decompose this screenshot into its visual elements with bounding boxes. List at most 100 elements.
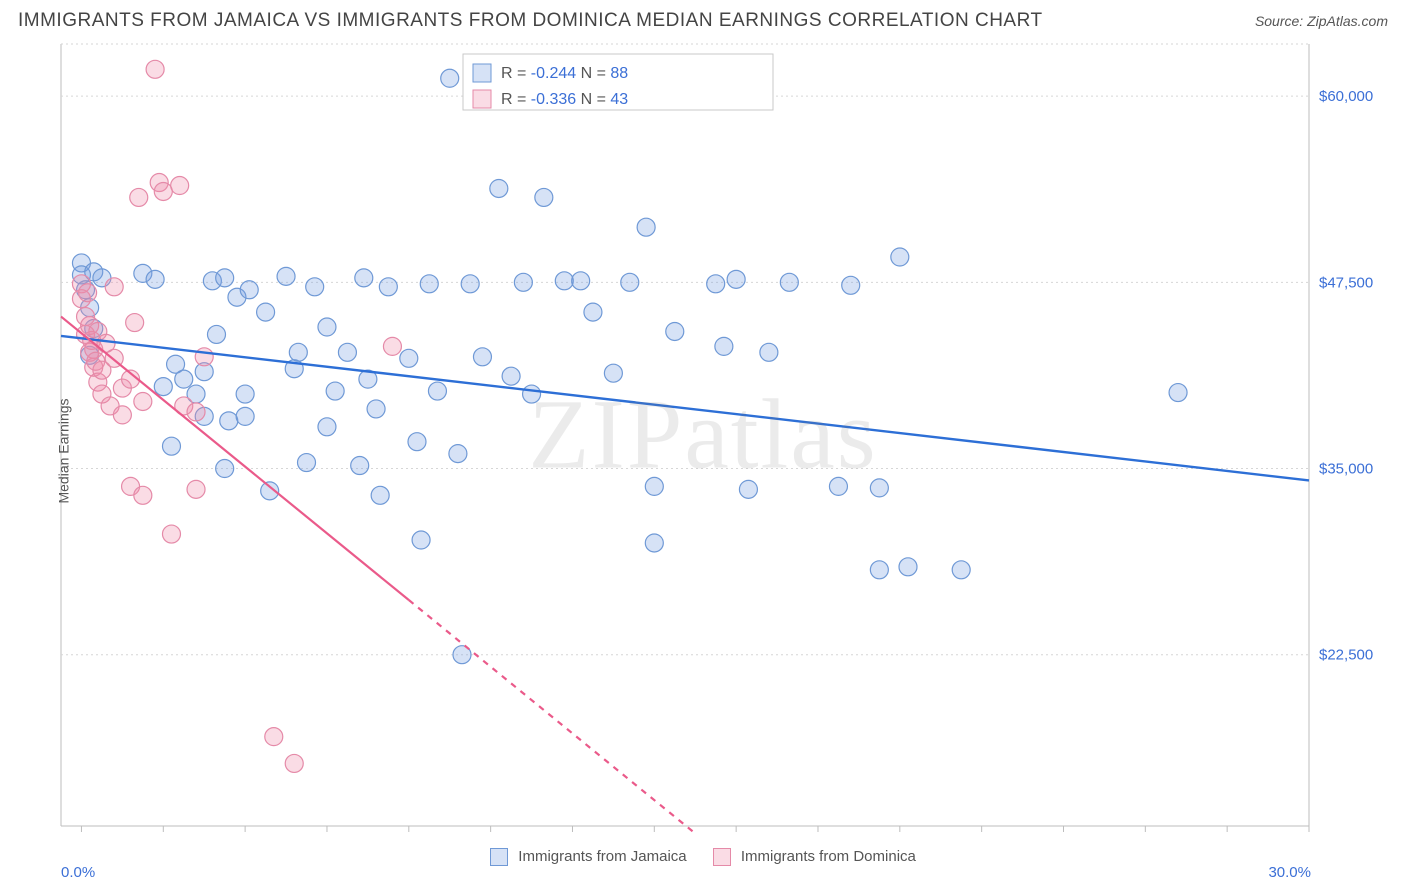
legend-item-jamaica: Immigrants from Jamaica bbox=[490, 848, 687, 866]
data-point-jamaica bbox=[367, 400, 385, 418]
data-point-jamaica bbox=[727, 270, 745, 288]
legend-swatch-jamaica bbox=[490, 848, 508, 866]
data-point-jamaica bbox=[572, 272, 590, 290]
trendline-dominica-dashed bbox=[409, 600, 695, 833]
data-point-jamaica bbox=[666, 322, 684, 340]
data-point-dominica bbox=[113, 406, 131, 424]
chart-title: IMMIGRANTS FROM JAMAICA VS IMMIGRANTS FR… bbox=[18, 10, 1043, 32]
scatter-plot: $22,500 $35,000 $47,500 $60,000 R = -0.244 N… bbox=[13, 36, 1393, 866]
data-point-jamaica bbox=[428, 382, 446, 400]
data-point-jamaica bbox=[289, 343, 307, 361]
data-point-jamaica bbox=[162, 437, 180, 455]
chart-area: Median Earnings ZIPatlas $22,500$35,000$… bbox=[13, 36, 1393, 866]
data-point-dominica bbox=[162, 525, 180, 543]
data-point-jamaica bbox=[449, 445, 467, 463]
data-point-jamaica bbox=[257, 303, 275, 321]
legend-item-dominica: Immigrants from Dominica bbox=[713, 848, 916, 866]
data-point-jamaica bbox=[1169, 384, 1187, 402]
data-point-dominica bbox=[134, 392, 152, 410]
data-point-jamaica bbox=[216, 269, 234, 287]
data-point-dominica bbox=[187, 403, 205, 421]
data-point-jamaica bbox=[645, 477, 663, 495]
data-point-jamaica bbox=[220, 412, 238, 430]
data-point-jamaica bbox=[715, 337, 733, 355]
data-point-jamaica bbox=[707, 275, 725, 293]
data-point-jamaica bbox=[637, 218, 655, 236]
data-point-jamaica bbox=[645, 534, 663, 552]
data-point-jamaica bbox=[952, 561, 970, 579]
data-point-jamaica bbox=[412, 531, 430, 549]
data-point-jamaica bbox=[760, 343, 778, 361]
data-point-jamaica bbox=[441, 69, 459, 87]
bottom-legend: Immigrants from Jamaica Immigrants from … bbox=[13, 848, 1393, 866]
legend-stats-jamaica: R = -0.244 N = 88 bbox=[501, 65, 628, 82]
data-point-jamaica bbox=[842, 276, 860, 294]
data-point-jamaica bbox=[891, 248, 909, 266]
x-max-label: 30.0% bbox=[1268, 864, 1311, 881]
data-point-dominica bbox=[130, 188, 148, 206]
data-point-jamaica bbox=[318, 418, 336, 436]
legend-label-jamaica: Immigrants from Jamaica bbox=[518, 848, 686, 865]
data-point-jamaica bbox=[236, 407, 254, 425]
data-point-dominica bbox=[79, 284, 97, 302]
data-point-jamaica bbox=[473, 348, 491, 366]
legend-label-dominica: Immigrants from Dominica bbox=[741, 848, 916, 865]
data-point-jamaica bbox=[355, 269, 373, 287]
data-point-jamaica bbox=[604, 364, 622, 382]
data-point-jamaica bbox=[326, 382, 344, 400]
data-point-jamaica bbox=[351, 457, 369, 475]
source-label: Source: ZipAtlas.com bbox=[1255, 13, 1388, 29]
data-point-jamaica bbox=[870, 561, 888, 579]
data-point-jamaica bbox=[490, 179, 508, 197]
data-point-jamaica bbox=[318, 318, 336, 336]
data-point-jamaica bbox=[514, 273, 532, 291]
y-axis-label: Median Earnings bbox=[56, 398, 72, 503]
data-point-dominica bbox=[187, 480, 205, 498]
data-point-jamaica bbox=[146, 270, 164, 288]
y-tick-label: $22,500 bbox=[1319, 647, 1373, 664]
data-point-jamaica bbox=[502, 367, 520, 385]
data-point-jamaica bbox=[277, 267, 295, 285]
data-point-dominica bbox=[146, 60, 164, 78]
legend-stats-dominica: R = -0.336 N = 43 bbox=[501, 91, 628, 108]
legend-swatch-dominica bbox=[713, 848, 731, 866]
data-point-jamaica bbox=[379, 278, 397, 296]
data-point-jamaica bbox=[240, 281, 258, 299]
data-point-jamaica bbox=[899, 558, 917, 576]
data-point-dominica bbox=[195, 348, 213, 366]
data-point-jamaica bbox=[780, 273, 798, 291]
data-point-jamaica bbox=[216, 460, 234, 478]
data-point-jamaica bbox=[306, 278, 324, 296]
data-point-jamaica bbox=[870, 479, 888, 497]
data-point-dominica bbox=[134, 486, 152, 504]
data-point-dominica bbox=[105, 278, 123, 296]
legend-swatch-dominica bbox=[473, 90, 491, 108]
data-point-jamaica bbox=[523, 385, 541, 403]
data-point-jamaica bbox=[555, 272, 573, 290]
data-point-dominica bbox=[154, 182, 172, 200]
data-point-jamaica bbox=[535, 188, 553, 206]
data-point-jamaica bbox=[621, 273, 639, 291]
data-point-jamaica bbox=[175, 370, 193, 388]
data-point-jamaica bbox=[154, 378, 172, 396]
data-point-dominica bbox=[285, 754, 303, 772]
y-tick-label: $47,500 bbox=[1319, 274, 1373, 291]
data-point-jamaica bbox=[420, 275, 438, 293]
data-point-jamaica bbox=[461, 275, 479, 293]
data-point-dominica bbox=[265, 728, 283, 746]
data-point-jamaica bbox=[236, 385, 254, 403]
data-point-dominica bbox=[126, 314, 144, 332]
data-point-dominica bbox=[171, 177, 189, 195]
data-point-jamaica bbox=[408, 433, 426, 451]
y-tick-label: $35,000 bbox=[1319, 461, 1373, 478]
data-point-dominica bbox=[383, 337, 401, 355]
x-min-label: 0.0% bbox=[61, 864, 95, 881]
data-point-jamaica bbox=[371, 486, 389, 504]
y-tick-label: $60,000 bbox=[1319, 88, 1373, 105]
data-point-jamaica bbox=[298, 454, 316, 472]
data-point-jamaica bbox=[400, 349, 418, 367]
data-point-jamaica bbox=[584, 303, 602, 321]
data-point-jamaica bbox=[207, 325, 225, 343]
data-point-jamaica bbox=[829, 477, 847, 495]
legend-swatch-jamaica bbox=[473, 64, 491, 82]
